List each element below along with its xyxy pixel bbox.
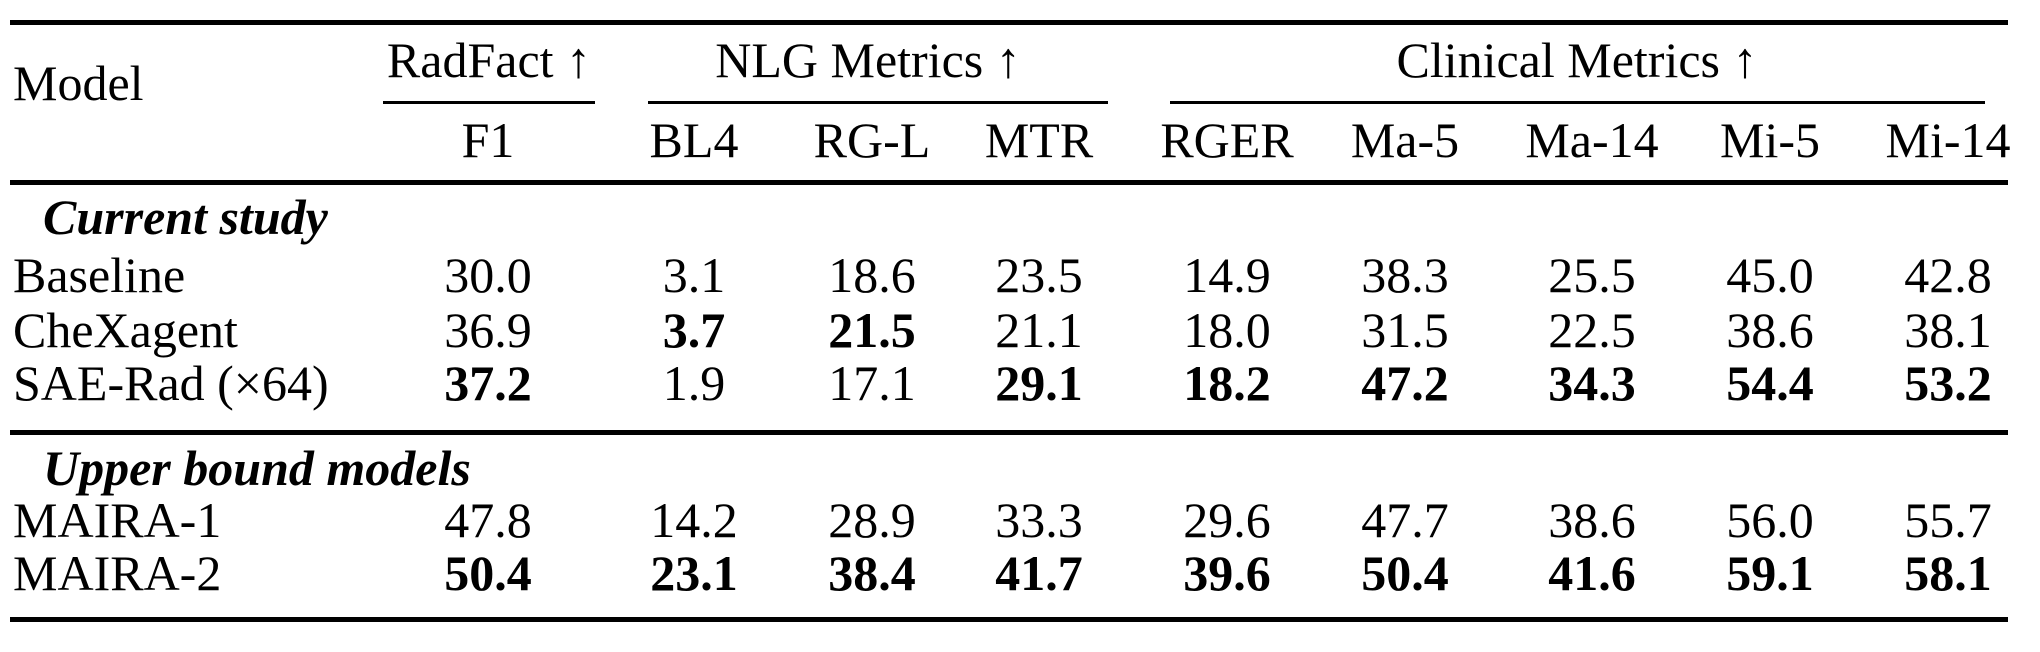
section-title-current-study: Current study <box>43 189 328 245</box>
model-name-cell: Baseline <box>13 247 186 303</box>
metric-cell: 23.5 <box>995 247 1083 303</box>
metric-cell: 38.4 <box>828 545 916 601</box>
group-header-clinical: Clinical Metrics ↑ <box>1396 32 1758 88</box>
column-header-model: Model <box>13 55 144 111</box>
metric-cell: 18.2 <box>1183 355 1271 411</box>
metric-cell: 58.1 <box>1904 545 1992 601</box>
metric-cell: 55.7 <box>1904 492 1992 548</box>
metric-cell: 38.3 <box>1361 247 1449 303</box>
metric-cell: 1.9 <box>662 355 726 411</box>
metric-cell: 47.2 <box>1361 355 1449 411</box>
cmidrule-radfact <box>383 101 595 104</box>
cmidrule-nlg <box>648 101 1108 104</box>
group-header-radfact: RadFact ↑ <box>386 32 592 88</box>
column-header-bl4: BL4 <box>649 112 739 168</box>
metric-cell: 56.0 <box>1726 492 1814 548</box>
metric-cell: 34.3 <box>1548 355 1636 411</box>
cmidrule-clinical <box>1170 101 1985 104</box>
metric-cell: 3.1 <box>662 247 726 303</box>
metric-cell: 47.7 <box>1361 492 1449 548</box>
model-name-cell: CheXagent <box>13 302 238 358</box>
metric-cell: 45.0 <box>1726 247 1814 303</box>
metric-cell: 23.1 <box>650 545 738 601</box>
model-name-cell: MAIRA-1 <box>13 492 222 548</box>
metric-cell: 17.1 <box>828 355 916 411</box>
column-header-rgl: RG-L <box>813 112 931 168</box>
model-name-cell: MAIRA-2 <box>13 545 222 601</box>
metric-cell: 14.9 <box>1183 247 1271 303</box>
metric-cell: 39.6 <box>1183 545 1271 601</box>
metric-cell: 38.6 <box>1548 492 1636 548</box>
metric-cell: 47.8 <box>444 492 532 548</box>
table-rule-top <box>10 20 2008 25</box>
metric-cell: 33.3 <box>995 492 1083 548</box>
column-header-mi5: Mi-5 <box>1720 112 1820 168</box>
table-rule-header-bottom <box>10 180 2008 185</box>
metric-cell: 25.5 <box>1548 247 1636 303</box>
metric-cell: 30.0 <box>444 247 532 303</box>
model-name-cell: SAE-Rad (×64) <box>13 355 329 411</box>
metric-cell: 31.5 <box>1361 302 1449 358</box>
metric-cell: 3.7 <box>662 302 726 358</box>
table-rule-bottom <box>10 617 2008 622</box>
metric-cell: 36.9 <box>444 302 532 358</box>
metric-cell: 53.2 <box>1904 355 1992 411</box>
metric-cell: 38.6 <box>1726 302 1814 358</box>
metric-cell: 21.5 <box>828 302 916 358</box>
metric-cell: 14.2 <box>650 492 738 548</box>
column-header-ma5: Ma-5 <box>1350 112 1460 168</box>
metric-cell: 18.0 <box>1183 302 1271 358</box>
metric-cell: 28.9 <box>828 492 916 548</box>
metric-cell: 29.1 <box>995 355 1083 411</box>
metric-cell: 22.5 <box>1548 302 1636 358</box>
metric-cell: 37.2 <box>444 355 532 411</box>
metric-cell: 41.6 <box>1548 545 1636 601</box>
metric-cell: 54.4 <box>1726 355 1814 411</box>
column-header-ma14: Ma-14 <box>1525 112 1659 168</box>
metric-cell: 21.1 <box>995 302 1083 358</box>
group-header-nlg: NLG Metrics ↑ <box>715 32 1021 88</box>
metric-cell: 18.6 <box>828 247 916 303</box>
column-header-mtr: MTR <box>984 112 1094 168</box>
metric-cell: 50.4 <box>444 545 532 601</box>
metric-cell: 59.1 <box>1726 545 1814 601</box>
metric-cell: 29.6 <box>1183 492 1271 548</box>
metric-cell: 42.8 <box>1904 247 1992 303</box>
column-header-f1: F1 <box>461 112 515 168</box>
section-title-upper-bound: Upper bound models <box>43 440 471 496</box>
metric-cell: 50.4 <box>1361 545 1449 601</box>
metric-cell: 38.1 <box>1904 302 1992 358</box>
metric-cell: 41.7 <box>995 545 1083 601</box>
column-header-rger: RGER <box>1160 112 1294 168</box>
column-header-mi14: Mi-14 <box>1885 112 2011 168</box>
table-rule-mid <box>10 430 2008 435</box>
